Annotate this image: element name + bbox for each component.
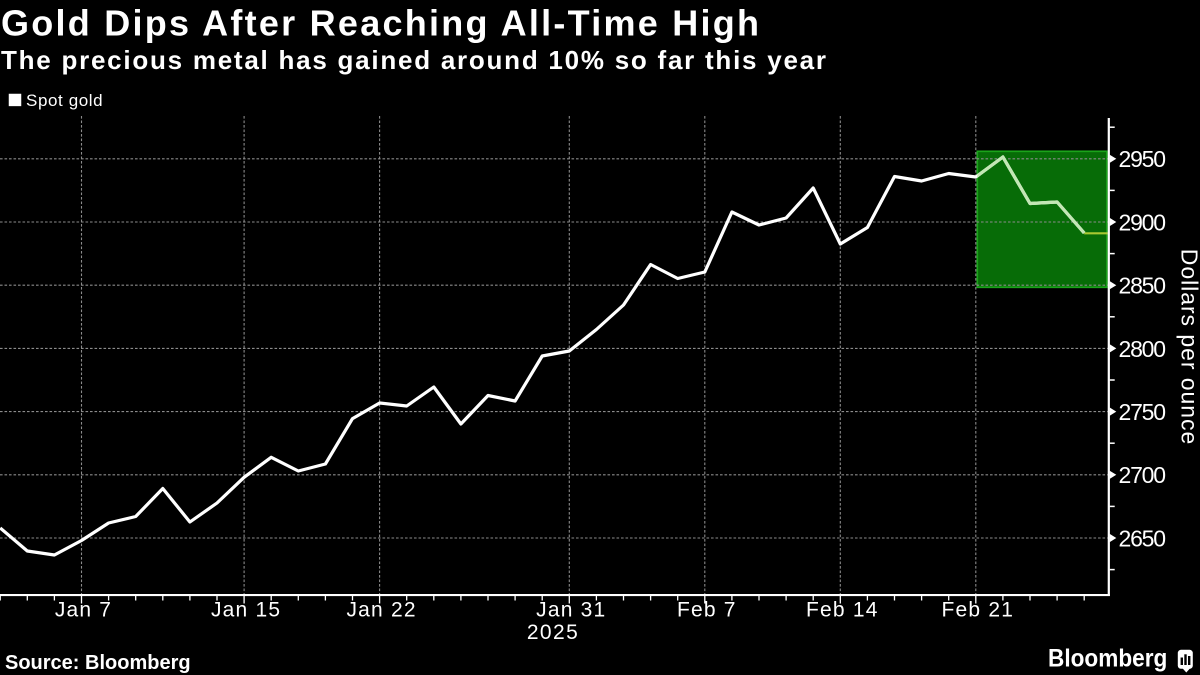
svg-text:2900: 2900: [1119, 209, 1166, 235]
svg-text:Spot gold: Spot gold: [26, 91, 103, 110]
svg-text:2950: 2950: [1119, 146, 1166, 172]
svg-text:Dollars per ounce: Dollars per ounce: [1177, 249, 1200, 445]
svg-text:2700: 2700: [1119, 462, 1166, 488]
svg-text:2650: 2650: [1119, 525, 1166, 551]
svg-text:2850: 2850: [1119, 273, 1166, 299]
svg-text:The precious metal has gained: The precious metal has gained around 10%…: [1, 45, 826, 75]
svg-text:2025: 2025: [527, 621, 579, 644]
svg-text:2800: 2800: [1119, 336, 1166, 362]
svg-text:Jan 31: Jan 31: [536, 598, 606, 621]
svg-text:Feb 14: Feb 14: [806, 598, 879, 621]
svg-text:Jan 22: Jan 22: [346, 598, 416, 621]
svg-text:Jan 7: Jan 7: [55, 598, 112, 621]
svg-text:Bloomberg: Bloomberg: [1048, 646, 1167, 673]
svg-text:Source: Bloomberg: Source: Bloomberg: [5, 652, 191, 674]
svg-text:Feb 21: Feb 21: [942, 598, 1015, 621]
svg-text:2750: 2750: [1119, 399, 1166, 425]
svg-text:Jan 15: Jan 15: [211, 598, 281, 621]
svg-text:Feb 7: Feb 7: [677, 598, 737, 621]
svg-text:Gold Dips After Reaching All-T: Gold Dips After Reaching All-Time High: [1, 2, 759, 43]
